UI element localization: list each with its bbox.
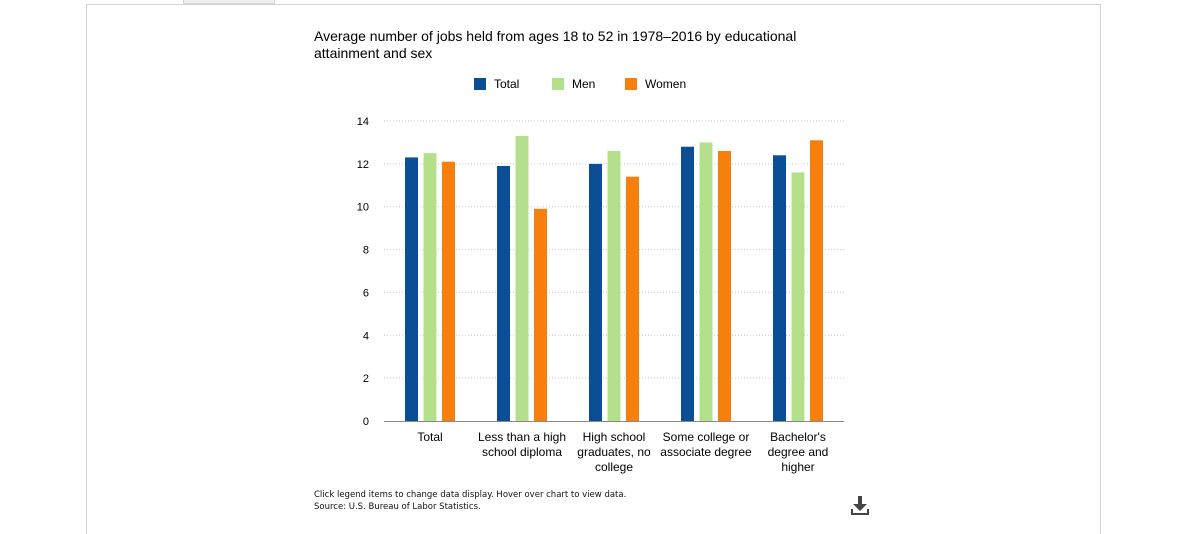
y-tick-label: 6 — [363, 287, 369, 299]
y-tick-label: 4 — [363, 330, 369, 342]
x-category-label: Total — [417, 430, 443, 444]
legend-swatch-men — [552, 78, 564, 90]
bar-men[interactable] — [699, 142, 713, 421]
legend-item-total[interactable]: Total — [474, 76, 519, 92]
y-tick-label: 0 — [363, 416, 369, 428]
x-category-label: Less than a high school diploma — [477, 430, 567, 459]
x-category-label: Some college or associate degree — [660, 430, 752, 459]
tab[interactable] — [183, 0, 275, 4]
y-tick-label: 8 — [363, 245, 369, 257]
bar-total[interactable] — [773, 155, 786, 422]
bar-men[interactable] — [423, 153, 437, 421]
bar-women[interactable] — [626, 176, 639, 421]
bar-men[interactable] — [791, 172, 805, 421]
bar-total[interactable] — [497, 166, 510, 421]
bar-total[interactable] — [405, 157, 418, 421]
bar-total[interactable] — [589, 163, 602, 421]
legend-label-women: Women — [645, 77, 687, 91]
chart-title: Average number of jobs held from ages 18… — [314, 28, 797, 61]
chart-panel — [86, 4, 1101, 534]
legend-item-men[interactable]: Men — [552, 76, 595, 92]
bar-women[interactable] — [442, 161, 455, 421]
y-tick-label: 2 — [363, 373, 369, 385]
footnote-source: Source: U.S. Bureau of Labor Statistics. — [314, 502, 481, 512]
y-tick-label: 12 — [357, 159, 369, 171]
bar-chart[interactable]: 0 2 4 6 8 10 12 14 — [0, 0, 1192, 520]
footnote: Click legend items to change data displa… — [314, 489, 626, 513]
bar-men[interactable] — [607, 151, 621, 421]
legend-swatch-total — [474, 78, 486, 90]
bar-men[interactable] — [515, 136, 529, 421]
bar-women[interactable] — [718, 151, 731, 421]
y-tick-label: 10 — [357, 202, 369, 214]
bar-total[interactable] — [681, 146, 694, 421]
legend-item-women[interactable]: Women — [625, 76, 686, 92]
x-category-label: High school graduates, no college — [577, 430, 651, 474]
bar-women[interactable] — [534, 208, 547, 421]
legend-swatch-women — [625, 78, 637, 90]
footnote-instructions: Click legend items to change data displa… — [314, 490, 627, 500]
legend-label-total: Total — [494, 77, 520, 91]
legend-label-men: Men — [572, 77, 596, 91]
bar-women[interactable] — [810, 140, 823, 422]
y-tick-label: 14 — [357, 116, 369, 128]
x-category-label: Bachelor's degree and higher — [767, 430, 829, 474]
download-icon[interactable] — [849, 494, 871, 518]
